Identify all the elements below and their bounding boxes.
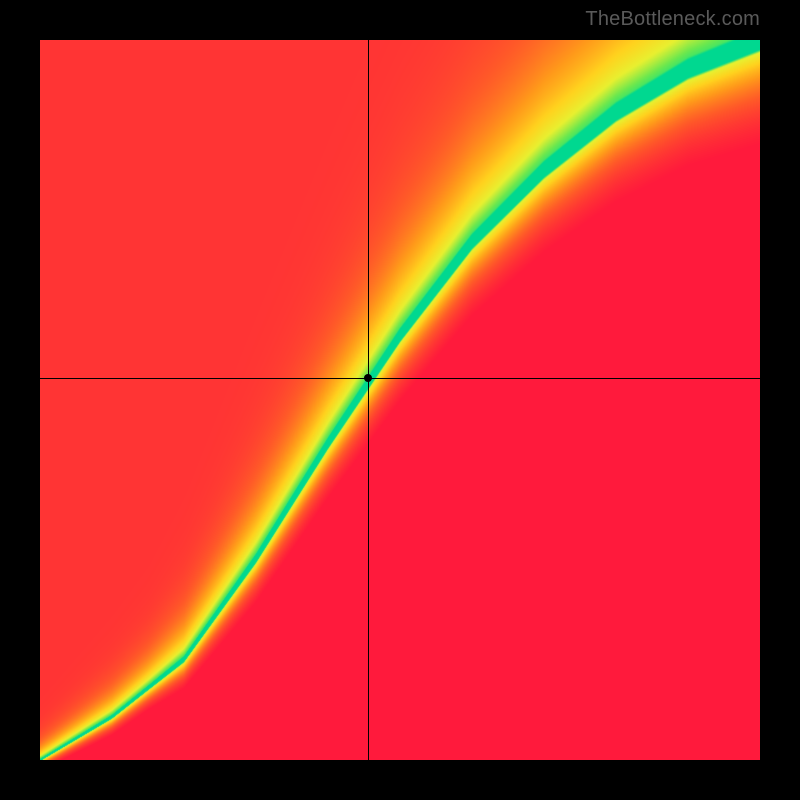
watermark-text: TheBottleneck.com bbox=[585, 8, 760, 31]
heatmap-canvas bbox=[40, 40, 760, 760]
bottleneck-heatmap bbox=[40, 40, 760, 760]
